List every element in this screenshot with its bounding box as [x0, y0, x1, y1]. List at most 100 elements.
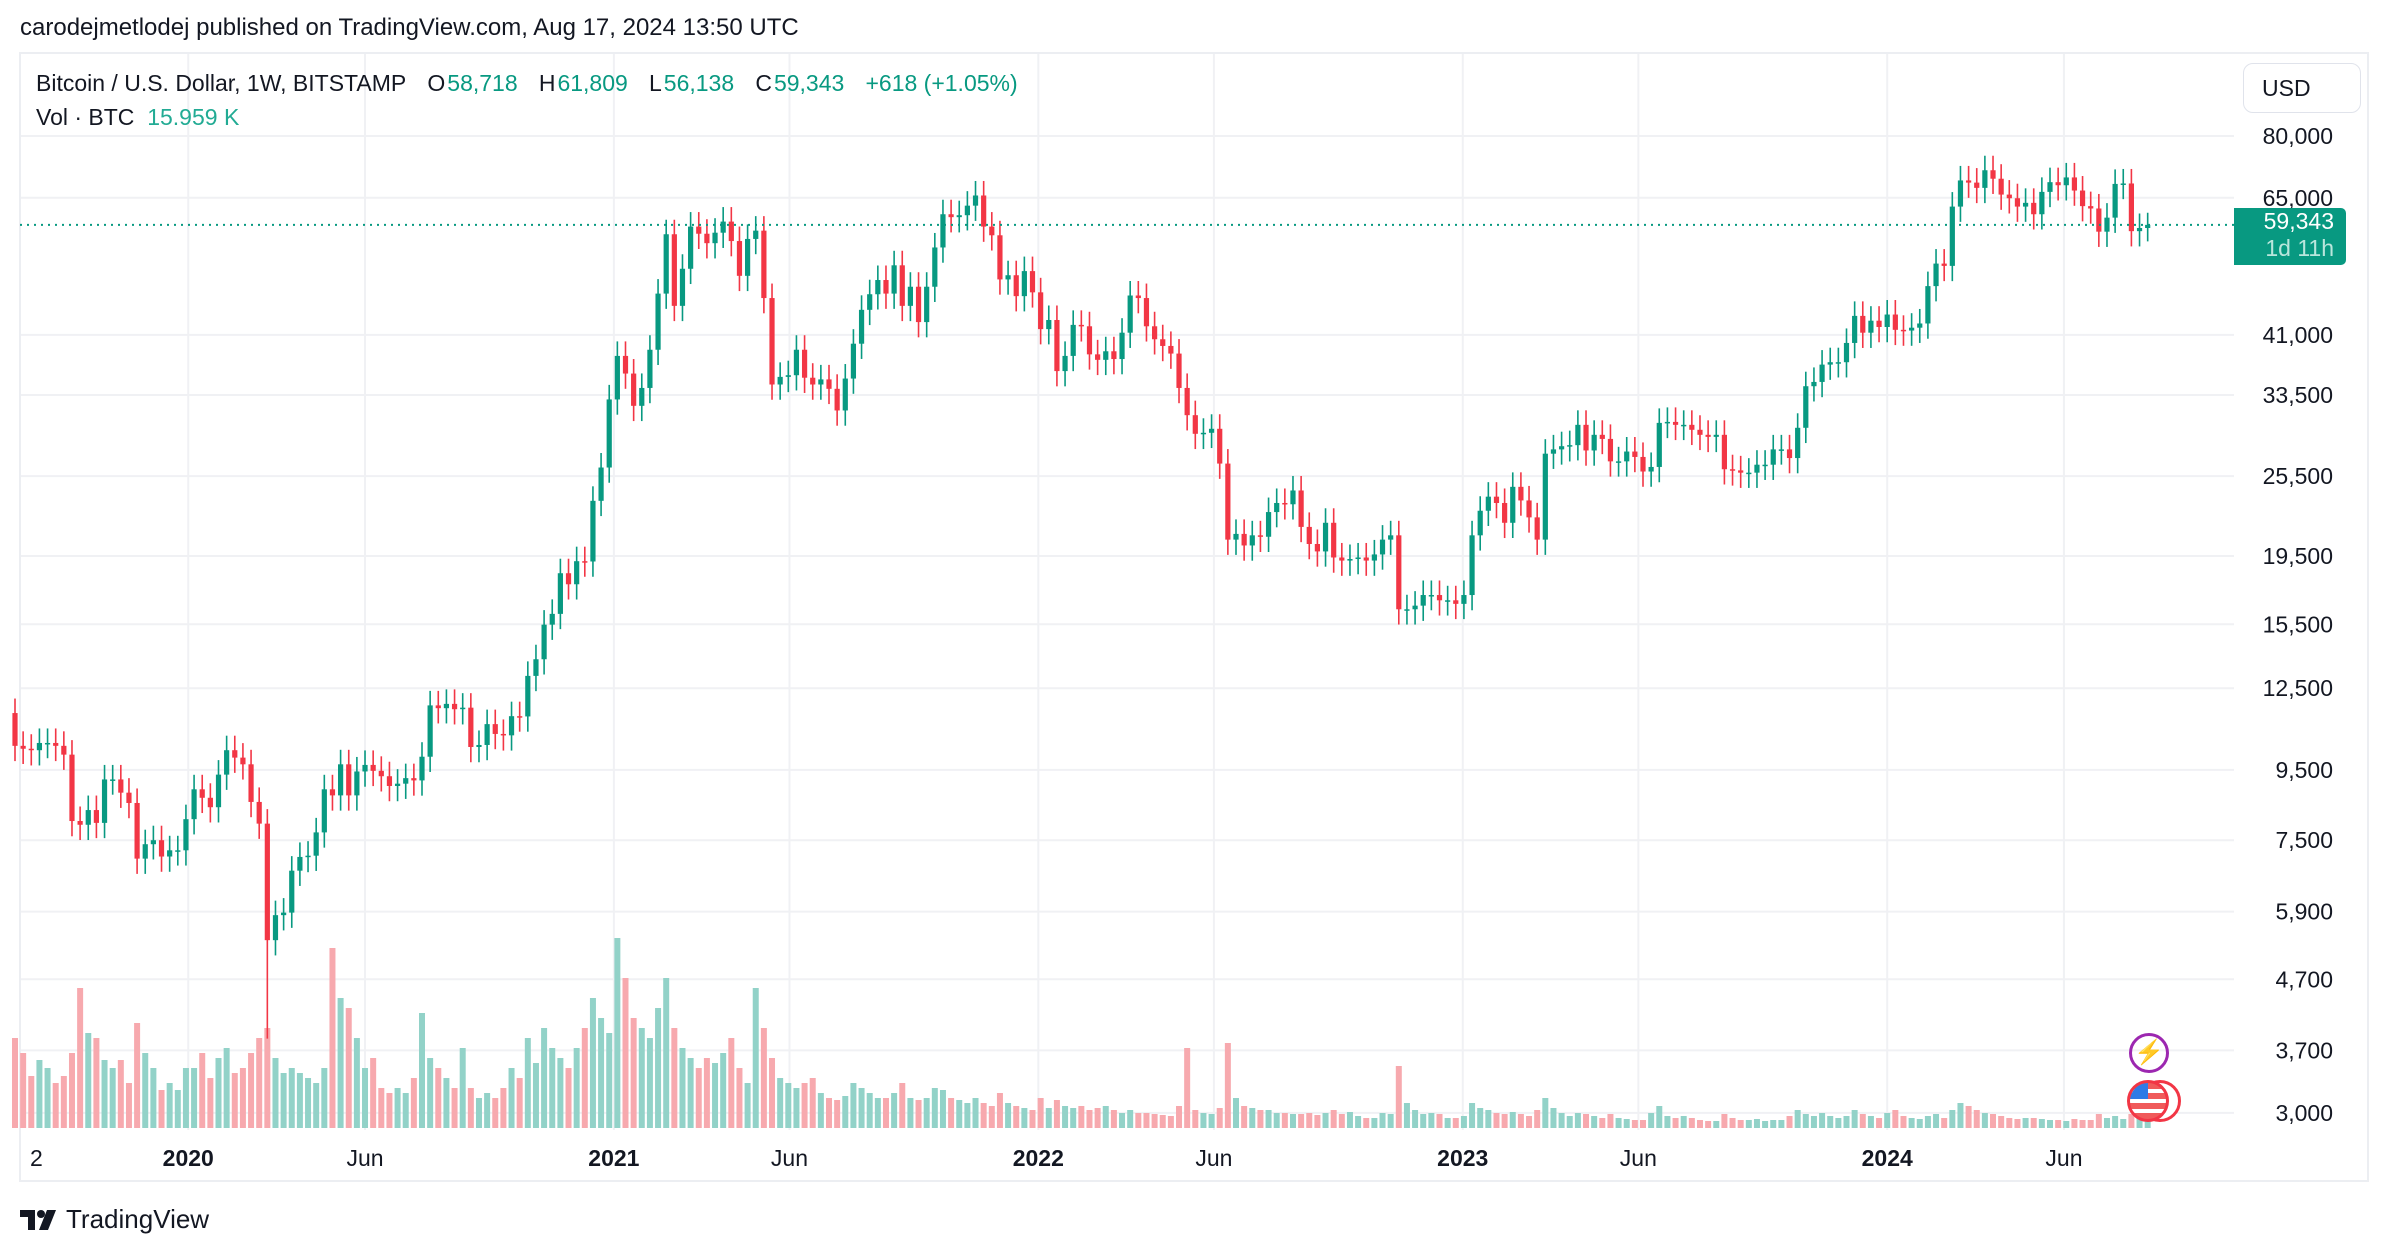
- publish-info: carodejmetlodej published on TradingView…: [20, 14, 799, 41]
- candle: [2136, 213, 2143, 247]
- volume-bar: [362, 1068, 369, 1128]
- candle: [1436, 580, 1443, 616]
- volume-bar: [1753, 1119, 1760, 1128]
- close-value: 59,343: [773, 70, 845, 96]
- candle-body: [12, 713, 18, 746]
- candle-body: [1111, 351, 1117, 360]
- candle: [1697, 415, 1703, 451]
- tradingview-logo[interactable]: TradingView: [20, 1204, 209, 1235]
- volume-bar: [1208, 1114, 1215, 1128]
- candle: [2022, 188, 2029, 222]
- volume-bar: [1607, 1114, 1614, 1128]
- candle-body: [61, 745, 67, 755]
- candle: [671, 219, 677, 322]
- candle: [126, 778, 132, 819]
- candle-body: [394, 783, 401, 786]
- candle: [1233, 519, 1239, 555]
- candle-body: [1363, 557, 1369, 561]
- candle: [842, 364, 848, 426]
- candle: [1274, 488, 1280, 528]
- candle: [549, 599, 555, 640]
- candle: [1176, 339, 1182, 404]
- candle-body: [1453, 600, 1459, 604]
- volume-bar: [630, 1018, 637, 1128]
- candle-body: [215, 774, 222, 808]
- volume-bar: [2030, 1118, 2037, 1128]
- candle: [1762, 450, 1768, 480]
- candle: [1900, 315, 1907, 346]
- candle: [1721, 420, 1727, 485]
- candle: [663, 219, 669, 309]
- candle: [297, 842, 303, 886]
- candle: [964, 191, 970, 231]
- candle: [1493, 482, 1500, 519]
- candle: [1892, 300, 1898, 346]
- candle: [1778, 434, 1784, 465]
- volume-bar: [2047, 1120, 2053, 1128]
- volume-bar: [1037, 1098, 1044, 1128]
- lightning-event-icon[interactable]: ⚡: [2129, 1033, 2169, 1073]
- volume-bar: [1770, 1120, 1777, 1128]
- candle-body: [1143, 298, 1150, 327]
- volume-bar: [1330, 1110, 1337, 1128]
- candle-body: [679, 268, 686, 306]
- candle-body: [1021, 271, 1027, 297]
- brand-name: TradingView: [66, 1204, 210, 1234]
- volume-bar: [826, 1098, 832, 1128]
- candle-body: [1860, 315, 1866, 333]
- currency-button[interactable]: USD: [2243, 63, 2361, 113]
- candle: [2063, 162, 2069, 201]
- candle-body: [1404, 609, 1410, 611]
- candle-body: [1615, 461, 1622, 463]
- candle-body: [476, 744, 482, 747]
- candle-body: [53, 742, 59, 746]
- candle-body: [1542, 453, 1548, 540]
- candle: [329, 774, 336, 811]
- symbol-name[interactable]: Bitcoin / U.S. Dollar, 1W, BITSTAMP: [36, 70, 407, 96]
- volume-bar: [1599, 1118, 1606, 1128]
- us-flag-economic-event-icon[interactable]: [2127, 1080, 2169, 1122]
- volume-bar: [158, 1090, 165, 1128]
- candle-body: [1868, 320, 1874, 333]
- candle-body: [964, 205, 970, 216]
- candle: [1477, 496, 1483, 551]
- volume-bar: [402, 1093, 409, 1128]
- bar-countdown: 1d 11h: [2265, 235, 2334, 261]
- candle-body: [1876, 320, 1882, 327]
- candle-body: [2039, 191, 2045, 215]
- candle-body: [338, 764, 344, 796]
- volume-bar: [239, 1068, 246, 1128]
- candle: [1941, 249, 1947, 282]
- volume-bar: [1900, 1116, 1907, 1128]
- candle: [2128, 168, 2134, 247]
- volume-bars: [12, 938, 2151, 1128]
- volume-bar: [923, 1098, 930, 1128]
- candle-body: [1029, 271, 1036, 293]
- candle: [110, 764, 116, 795]
- candle: [533, 644, 539, 692]
- candle: [915, 272, 922, 338]
- volume-bar: [1640, 1120, 1646, 1128]
- volume-bar: [1786, 1116, 1793, 1128]
- candle-body: [484, 724, 490, 745]
- candle: [1143, 283, 1150, 342]
- volume-bar: [1143, 1113, 1150, 1128]
- candle: [289, 856, 295, 928]
- candle-body: [1282, 502, 1288, 505]
- candle-body: [386, 776, 393, 786]
- candle-body: [720, 221, 726, 233]
- candle-body: [101, 779, 108, 823]
- candle-body: [712, 232, 718, 244]
- candle-body: [818, 379, 824, 385]
- volume-bar: [882, 1098, 889, 1128]
- volume-bar: [1045, 1108, 1052, 1128]
- candle-body: [753, 230, 759, 239]
- candle: [1966, 165, 1972, 198]
- candle: [622, 341, 629, 389]
- candle-body: [1184, 387, 1190, 416]
- candle-body: [1371, 554, 1377, 561]
- volume-bar: [337, 998, 344, 1128]
- candle-body: [1672, 421, 1679, 425]
- candle-body: [1046, 320, 1052, 330]
